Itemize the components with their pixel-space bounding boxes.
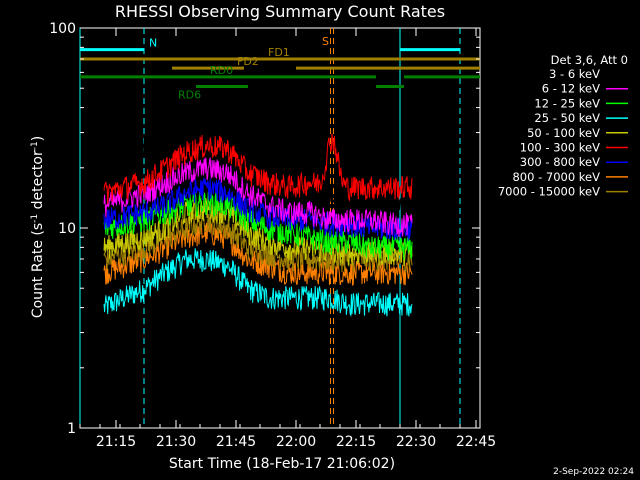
flag-label-rd6: RD6 — [178, 88, 201, 101]
plot-border — [79, 27, 481, 429]
x-tick-label-6: 22:45 — [456, 434, 496, 450]
series-line-3 — [103, 248, 413, 317]
legend-label-1: 6 - 12 keV — [542, 82, 600, 96]
x-tick-label-4: 22:15 — [336, 434, 376, 450]
series-line-5 — [103, 133, 413, 205]
flag-label-n: N — [149, 37, 157, 50]
y-tick-label-0: 1 — [67, 421, 76, 437]
legend-label-8: 7000 - 15000 keV — [498, 185, 600, 199]
chart-title: RHESSI Observing Summary Count Rates — [115, 2, 445, 21]
x-tick-label-2: 21:45 — [216, 434, 256, 450]
flag-label-fd2: FD2 — [237, 55, 259, 68]
series-layer — [103, 110, 413, 317]
legend-title: Det 3,6, Att 0 — [551, 53, 628, 67]
legend-label-4: 50 - 100 keV — [527, 126, 600, 140]
legend-label-0: 3 - 6 keV — [549, 67, 600, 81]
series-line-4 — [103, 198, 413, 267]
x-tick-label-5: 22:30 — [396, 434, 436, 450]
y-tick-label-2: 100 — [49, 21, 76, 37]
y-tick-label-1: 10 — [58, 221, 76, 237]
plot-area — [79, 27, 481, 429]
x-axis-label: Start Time (18-Feb-17 21:06:02) — [169, 456, 395, 472]
series-line-7 — [103, 222, 413, 287]
s-marker-label: S — [322, 35, 329, 48]
series-line-8 — [103, 210, 413, 273]
x-tick-label-3: 22:00 — [276, 434, 316, 450]
flag-label-rd0: RD0 — [210, 64, 233, 77]
flag-label-fd1: FD1 — [268, 46, 290, 59]
legend-label-2: 12 - 25 keV — [534, 96, 600, 110]
x-tick-label-1: 21:30 — [156, 434, 196, 450]
legend-label-6: 300 - 800 keV — [520, 155, 600, 169]
series-line-2 — [103, 191, 413, 261]
series-line-6 — [103, 177, 413, 241]
flag-bars: N FD1 FD2 RD0 RD6 — [80, 37, 480, 101]
legend-label-5: 100 - 300 keV — [520, 141, 600, 155]
legend-label-3: 25 - 50 keV — [534, 111, 600, 125]
y-axis-label: Count Rate (s-1 detector-1) — [30, 136, 46, 318]
axis-ticks: 21:15 21:30 21:45 22:00 22:15 22:30 22:45 1 10 10… — [49, 21, 496, 450]
date-stamp: 2-Sep-2022 02:24 — [553, 467, 634, 477]
series-line-1 — [103, 157, 413, 237]
legend-label-7: 800 - 7000 keV — [512, 170, 600, 184]
x-tick-label-0: 21:15 — [96, 434, 136, 450]
